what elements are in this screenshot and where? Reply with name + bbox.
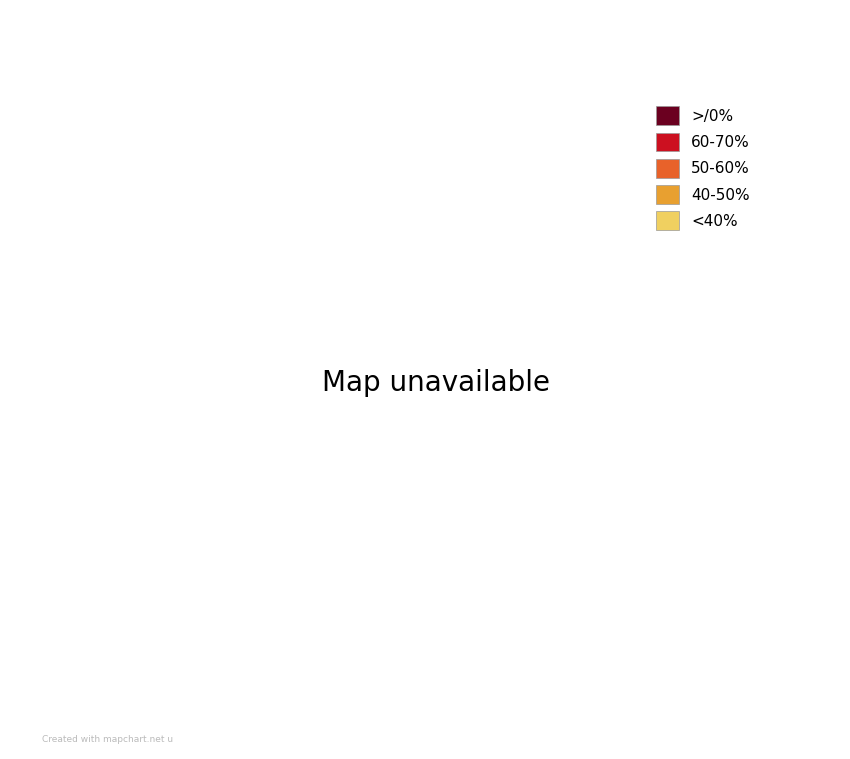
Text: Map unavailable: Map unavailable [321, 370, 550, 397]
Text: Created with mapchart.net u: Created with mapchart.net u [42, 735, 173, 744]
Legend: >/0%, 60-70%, 50-60%, 40-50%, <40%: >/0%, 60-70%, 50-60%, 40-50%, <40% [649, 99, 757, 238]
